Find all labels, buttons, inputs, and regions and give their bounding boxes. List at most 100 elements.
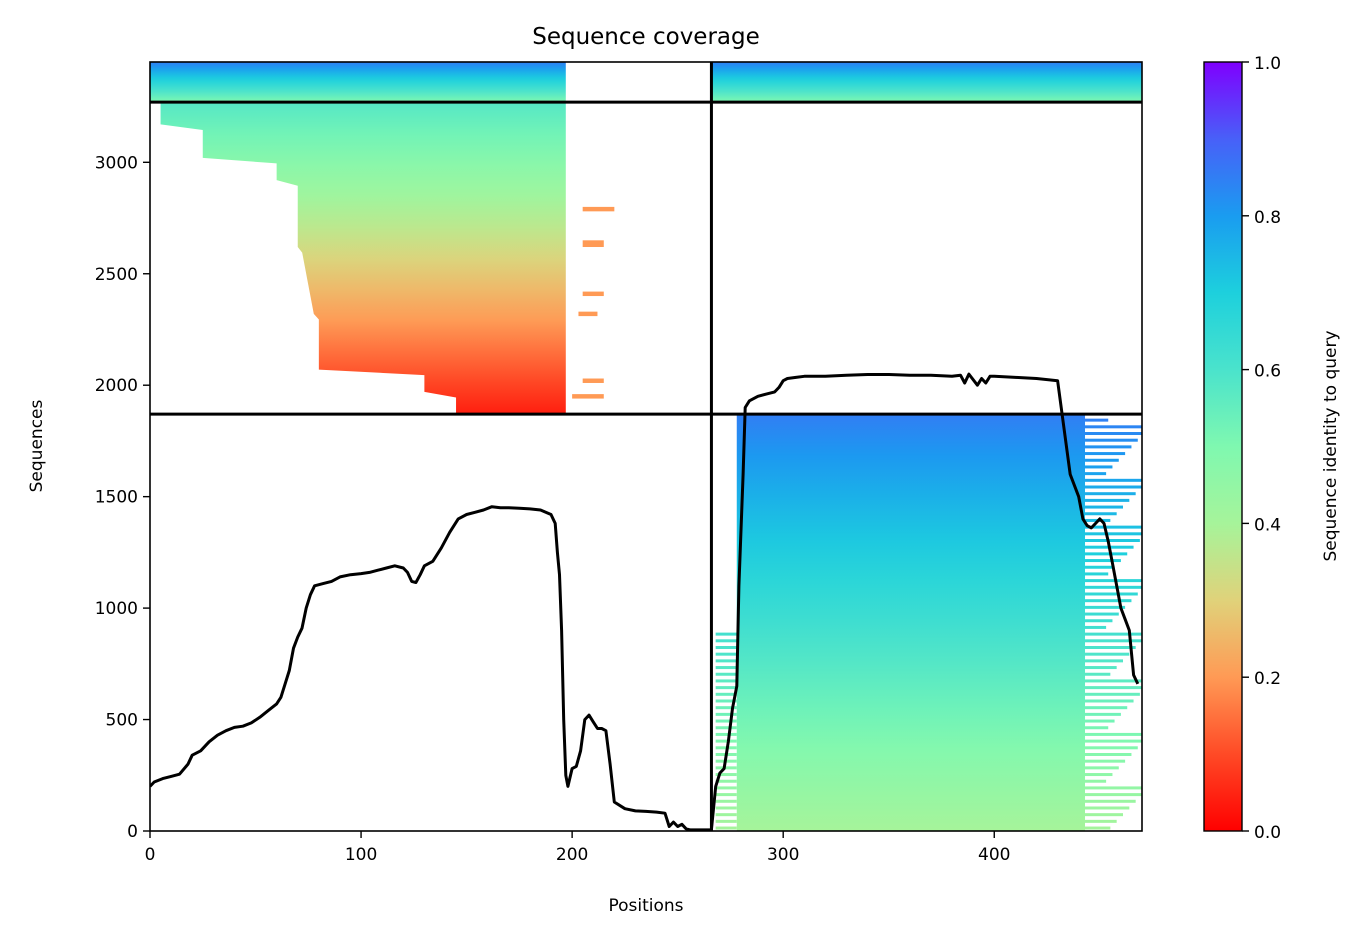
- colorbar-tick-label: 0.2: [1254, 669, 1281, 689]
- stripe-b-right: [1085, 786, 1142, 790]
- stripe-b-right: [1085, 739, 1142, 743]
- stripe-b-right: [1085, 819, 1117, 823]
- stripe-b-left: [715, 786, 737, 790]
- stripe-b-right: [1085, 806, 1130, 810]
- stripe-b-right: [1085, 478, 1142, 482]
- stripe-b-right: [1085, 659, 1124, 663]
- stripe-a-3: [578, 311, 598, 317]
- x-tick-label: 300: [767, 845, 799, 865]
- stripe-b-left: [715, 799, 737, 803]
- stripe-b-right: [1085, 505, 1124, 509]
- colorbar-ticks: 0.0 0.2 0.4 0.6 0.8 1.0: [1242, 54, 1281, 843]
- stripe-b-left: [715, 686, 737, 690]
- stripe-b-left: [715, 659, 737, 663]
- plot-frame: [149, 61, 1143, 832]
- y-tick-label: 0: [127, 822, 138, 842]
- stripe-b-right: [1085, 552, 1128, 556]
- stripe-b-right: [1085, 579, 1142, 583]
- stripe-b-right: [1085, 525, 1142, 529]
- stripe-b-left: [715, 679, 737, 683]
- stripe-b-right: [1085, 706, 1128, 710]
- stripe-b-right: [1085, 539, 1140, 543]
- stripe-b-left: [715, 692, 737, 696]
- stripe-b-right: [1085, 458, 1119, 462]
- chart-title: Sequence coverage: [532, 24, 760, 50]
- stripe-b-left: [715, 666, 737, 670]
- stripe-b-right: [1085, 418, 1109, 422]
- stripe-b-right: [1085, 719, 1115, 723]
- stripe-b-right: [1085, 759, 1126, 763]
- stripe-b-left: [715, 793, 737, 797]
- chain-boundaries: [150, 62, 1142, 831]
- x-tick-label: 200: [556, 845, 588, 865]
- stripe-b-right: [1085, 599, 1132, 603]
- coverage-line: [150, 372, 1140, 831]
- stripe-b-right: [1085, 793, 1142, 797]
- stripe-b-right: [1085, 465, 1113, 469]
- stripe-b-right: [1085, 679, 1142, 683]
- y-tick-label: 1000: [95, 599, 138, 619]
- block-chain-a: [160, 102, 566, 415]
- stripe-b-left: [715, 826, 737, 830]
- stripe-b-right: [1085, 425, 1142, 429]
- block-chain-b: [736, 414, 1086, 831]
- stripe-b-right: [1085, 799, 1136, 803]
- colorbar-tick-label: 0.4: [1254, 515, 1281, 535]
- y-tick-label: 3000: [95, 153, 138, 173]
- stripe-b-left: [715, 712, 737, 716]
- stripe-b-right: [1085, 619, 1113, 623]
- stripe-b-right: [1085, 686, 1142, 690]
- stripe-b-left: [715, 726, 737, 730]
- stripe-b-left: [715, 773, 737, 777]
- stripe-a-0: [582, 206, 615, 212]
- stripe-b-right: [1085, 752, 1132, 756]
- stripe-b-right: [1085, 672, 1111, 676]
- stripe-b-right: [1085, 485, 1142, 489]
- stripe-b-right: [1085, 699, 1134, 703]
- coverage-stripes: [572, 206, 1142, 830]
- stripe-b-right: [1085, 766, 1119, 770]
- stripe-b-right: [1085, 432, 1142, 436]
- stripe-b-right: [1085, 559, 1121, 563]
- x-tick-label: 0: [145, 845, 156, 865]
- coverage-blocks: [150, 62, 1142, 831]
- stripe-b-right: [1085, 532, 1142, 536]
- stripe-a-5: [572, 394, 604, 399]
- stripe-b-right: [1085, 632, 1142, 636]
- stripe-b-left: [715, 819, 737, 823]
- stripe-b-left: [715, 813, 737, 817]
- stripe-a-2: [582, 291, 604, 297]
- stripe-b-right: [1085, 826, 1111, 830]
- stripe-b-right: [1085, 726, 1109, 730]
- y-axis-label: Sequences: [27, 400, 47, 493]
- x-axis-ticks: 0 100 200 300 400: [145, 831, 1010, 865]
- x-axis-label: Positions: [608, 896, 683, 916]
- stripe-b-right: [1085, 605, 1126, 609]
- stripe-b-right: [1085, 612, 1119, 616]
- stripe-b-right: [1085, 472, 1107, 476]
- x-tick-label: 400: [978, 845, 1010, 865]
- stripe-b-right: [1085, 625, 1107, 629]
- y-tick-label: 2000: [95, 376, 138, 396]
- stripe-b-left: [715, 766, 737, 770]
- stripe-b-left: [715, 719, 737, 723]
- stripe-b-left: [715, 645, 737, 649]
- block-paired-a: [150, 62, 566, 103]
- block-paired-b: [711, 62, 1142, 103]
- stripe-b-right: [1085, 592, 1138, 596]
- stripe-b-left: [715, 652, 737, 656]
- stripe-a-1: [582, 240, 604, 248]
- stripe-b-left: [715, 639, 737, 643]
- colorbar-tick-label: 0.0: [1254, 823, 1281, 843]
- colorbar-tick-label: 0.6: [1254, 362, 1281, 382]
- stripe-b-right: [1085, 692, 1140, 696]
- stripe-b-right: [1085, 512, 1117, 516]
- stripe-b-right: [1085, 565, 1115, 569]
- y-tick-label: 500: [106, 711, 138, 731]
- y-tick-label: 2500: [95, 265, 138, 285]
- stripe-b-right: [1085, 773, 1113, 777]
- stripe-b-right: [1085, 666, 1117, 670]
- stripe-b-left: [715, 732, 737, 736]
- x-tick-label: 100: [345, 845, 377, 865]
